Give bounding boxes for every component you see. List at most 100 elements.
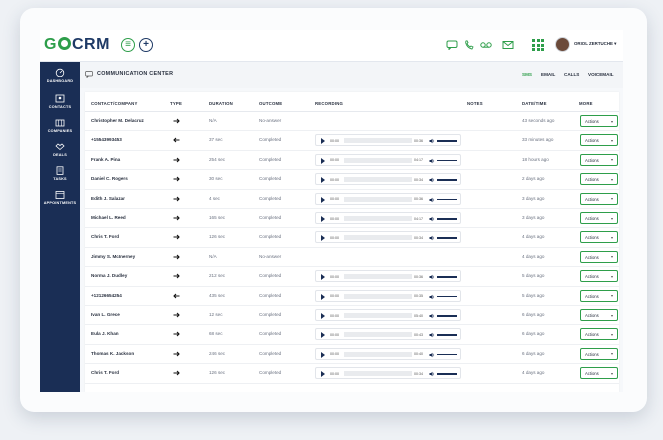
- audio-player[interactable]: 00:00 00:36: [315, 270, 461, 283]
- apps-grid-icon[interactable]: [532, 39, 544, 51]
- tab-email[interactable]: EMAIL: [541, 72, 556, 77]
- contact-name[interactable]: Frank A. Pina: [91, 156, 121, 162]
- audio-player[interactable]: 00:00 00:34: [315, 367, 461, 380]
- volume-slider[interactable]: [437, 373, 457, 375]
- gocrm-logo[interactable]: G CRM: [44, 36, 110, 53]
- audio-player[interactable]: 00:00 00:36: [315, 192, 461, 205]
- contact-name[interactable]: Chris T. Ford: [91, 234, 120, 240]
- contact-name[interactable]: Daniel C. Rogers: [91, 176, 128, 182]
- player-progress-track[interactable]: [344, 196, 412, 202]
- actions-dropdown[interactable]: Actions: [580, 153, 618, 166]
- table-row[interactable]: Daniel C. Rogers 30 sec Completed 00:00 00:3…: [85, 170, 619, 190]
- play-icon[interactable]: [321, 274, 325, 281]
- table-row[interactable]: Frank A. Pina 254 sec Completed 00:00 04:17 1…: [85, 151, 619, 171]
- contact-name[interactable]: Christopher M. Delacruz: [91, 118, 144, 123]
- player-progress-track[interactable]: [344, 157, 412, 163]
- play-icon[interactable]: [321, 293, 325, 300]
- table-row[interactable]: Ivan L. Grece 12 sec Completed 00:00 05:40 6 …: [85, 306, 619, 326]
- actions-dropdown[interactable]: Actions: [580, 270, 618, 283]
- actions-dropdown[interactable]: Actions: [580, 192, 618, 205]
- audio-player[interactable]: 00:00 00:43: [315, 328, 461, 341]
- col-date[interactable]: DATE/TIME: [522, 101, 547, 106]
- volume-slider[interactable]: [437, 276, 457, 278]
- contact-name[interactable]: +12126654254: [91, 292, 122, 298]
- volume-icon[interactable]: [429, 177, 435, 183]
- player-progress-track[interactable]: [344, 351, 412, 357]
- audio-player[interactable]: 00:00 04:17: [315, 212, 461, 224]
- player-progress-track[interactable]: [344, 235, 412, 241]
- sidebar-item-tasks[interactable]: TASKS: [40, 166, 80, 181]
- col-notes[interactable]: NOTES: [467, 101, 483, 106]
- play-icon[interactable]: [321, 351, 325, 358]
- table-row[interactable]: Eula J. Khan 68 sec Completed 00:00 00:43 6 d…: [85, 325, 619, 345]
- contact-name[interactable]: Eula J. Khan: [91, 331, 119, 337]
- player-progress-track[interactable]: [344, 371, 412, 377]
- col-more[interactable]: MORE: [579, 101, 593, 106]
- audio-player[interactable]: 00:00 00:34: [315, 231, 461, 244]
- volume-slider[interactable]: [437, 140, 457, 142]
- volume-slider[interactable]: [437, 218, 457, 220]
- table-row[interactable]: Chris T. Ford 126 sec Completed 00:00 00:34 4…: [85, 364, 619, 384]
- actions-dropdown[interactable]: Actions: [580, 250, 618, 263]
- tab-calls[interactable]: CALLS: [564, 72, 580, 77]
- actions-dropdown[interactable]: Actions: [580, 289, 618, 302]
- player-progress-track[interactable]: [344, 274, 412, 280]
- audio-player[interactable]: 00:00 00:36: [315, 134, 461, 147]
- table-row[interactable]: Michael L. Reed 165 sec Completed 00:00 04:1…: [85, 209, 619, 229]
- audio-player[interactable]: 00:00 00:35: [315, 289, 461, 302]
- sidebar-item-contacts[interactable]: CONTACTS: [40, 94, 80, 109]
- volume-icon[interactable]: [429, 313, 435, 319]
- volume-icon[interactable]: [429, 332, 435, 338]
- avatar[interactable]: [555, 37, 570, 52]
- volume-slider[interactable]: [437, 198, 457, 201]
- phone-icon[interactable]: [463, 40, 475, 50]
- voicemail-icon[interactable]: [480, 40, 492, 50]
- contact-name[interactable]: Jimmy S. McInerney: [91, 253, 136, 259]
- actions-dropdown[interactable]: Actions: [580, 115, 618, 127]
- volume-icon[interactable]: [429, 235, 435, 241]
- volume-slider[interactable]: [437, 334, 457, 336]
- actions-dropdown[interactable]: Actions: [580, 347, 618, 360]
- col-outcome[interactable]: OUTCOME: [259, 101, 283, 106]
- sidebar-item-companies[interactable]: COMPANIES: [40, 118, 80, 133]
- table-row[interactable]: Christopher M. Delacruz N/A No-answer 43 se…: [85, 112, 619, 132]
- tab-sms[interactable]: SMS: [522, 72, 532, 77]
- col-contact[interactable]: CONTACT/COMPANY: [91, 101, 138, 106]
- contact-name[interactable]: Edith J. Salazar: [91, 195, 125, 201]
- play-icon[interactable]: [321, 138, 325, 145]
- player-progress-track[interactable]: [344, 332, 412, 338]
- volume-icon[interactable]: [429, 294, 435, 300]
- volume-icon[interactable]: [429, 216, 435, 222]
- table-row[interactable]: Thomas K. Jackson 246 sec Completed 00:00 00…: [85, 345, 619, 365]
- play-icon[interactable]: [321, 235, 325, 242]
- contact-name[interactable]: Norma J. Dudley: [91, 273, 128, 279]
- actions-dropdown[interactable]: Actions: [580, 309, 618, 321]
- sidebar-item-dashboard[interactable]: DASHBOARD: [40, 68, 80, 83]
- player-progress-track[interactable]: [344, 138, 412, 144]
- actions-dropdown[interactable]: Actions: [580, 173, 618, 186]
- player-progress-track[interactable]: [344, 293, 412, 299]
- volume-icon[interactable]: [429, 352, 435, 358]
- menu-button[interactable]: ≡: [121, 38, 135, 52]
- table-row[interactable]: Norma J. Dudley 212 sec Completed 00:00 00:3…: [85, 267, 619, 287]
- actions-dropdown[interactable]: Actions: [580, 134, 618, 147]
- table-row[interactable]: Jimmy S. McInerney N/A No-answer 4 days ago…: [85, 248, 619, 268]
- audio-player[interactable]: 00:00 00:40: [315, 347, 461, 360]
- contact-name[interactable]: +15543993453: [91, 137, 122, 143]
- col-duration[interactable]: DURATION: [209, 101, 233, 106]
- play-icon[interactable]: [321, 157, 325, 164]
- actions-dropdown[interactable]: Actions: [580, 367, 618, 380]
- player-progress-track[interactable]: [344, 313, 412, 318]
- actions-dropdown[interactable]: Actions: [580, 328, 618, 341]
- audio-player[interactable]: 00:00 00:34: [315, 173, 461, 186]
- volume-icon[interactable]: [429, 274, 435, 280]
- table-row[interactable]: +12126654254 435 sec Completed 00:00 00:35 5 …: [85, 287, 619, 306]
- play-icon[interactable]: [321, 216, 325, 222]
- volume-icon[interactable]: [429, 197, 435, 203]
- sidebar-item-deals[interactable]: DEALS: [40, 142, 80, 157]
- play-icon[interactable]: [321, 196, 325, 203]
- col-recording[interactable]: RECORDING: [315, 101, 344, 106]
- volume-slider[interactable]: [437, 237, 457, 239]
- sidebar-item-appointments[interactable]: APPOINTMENTS: [40, 190, 80, 205]
- volume-slider[interactable]: [437, 295, 457, 298]
